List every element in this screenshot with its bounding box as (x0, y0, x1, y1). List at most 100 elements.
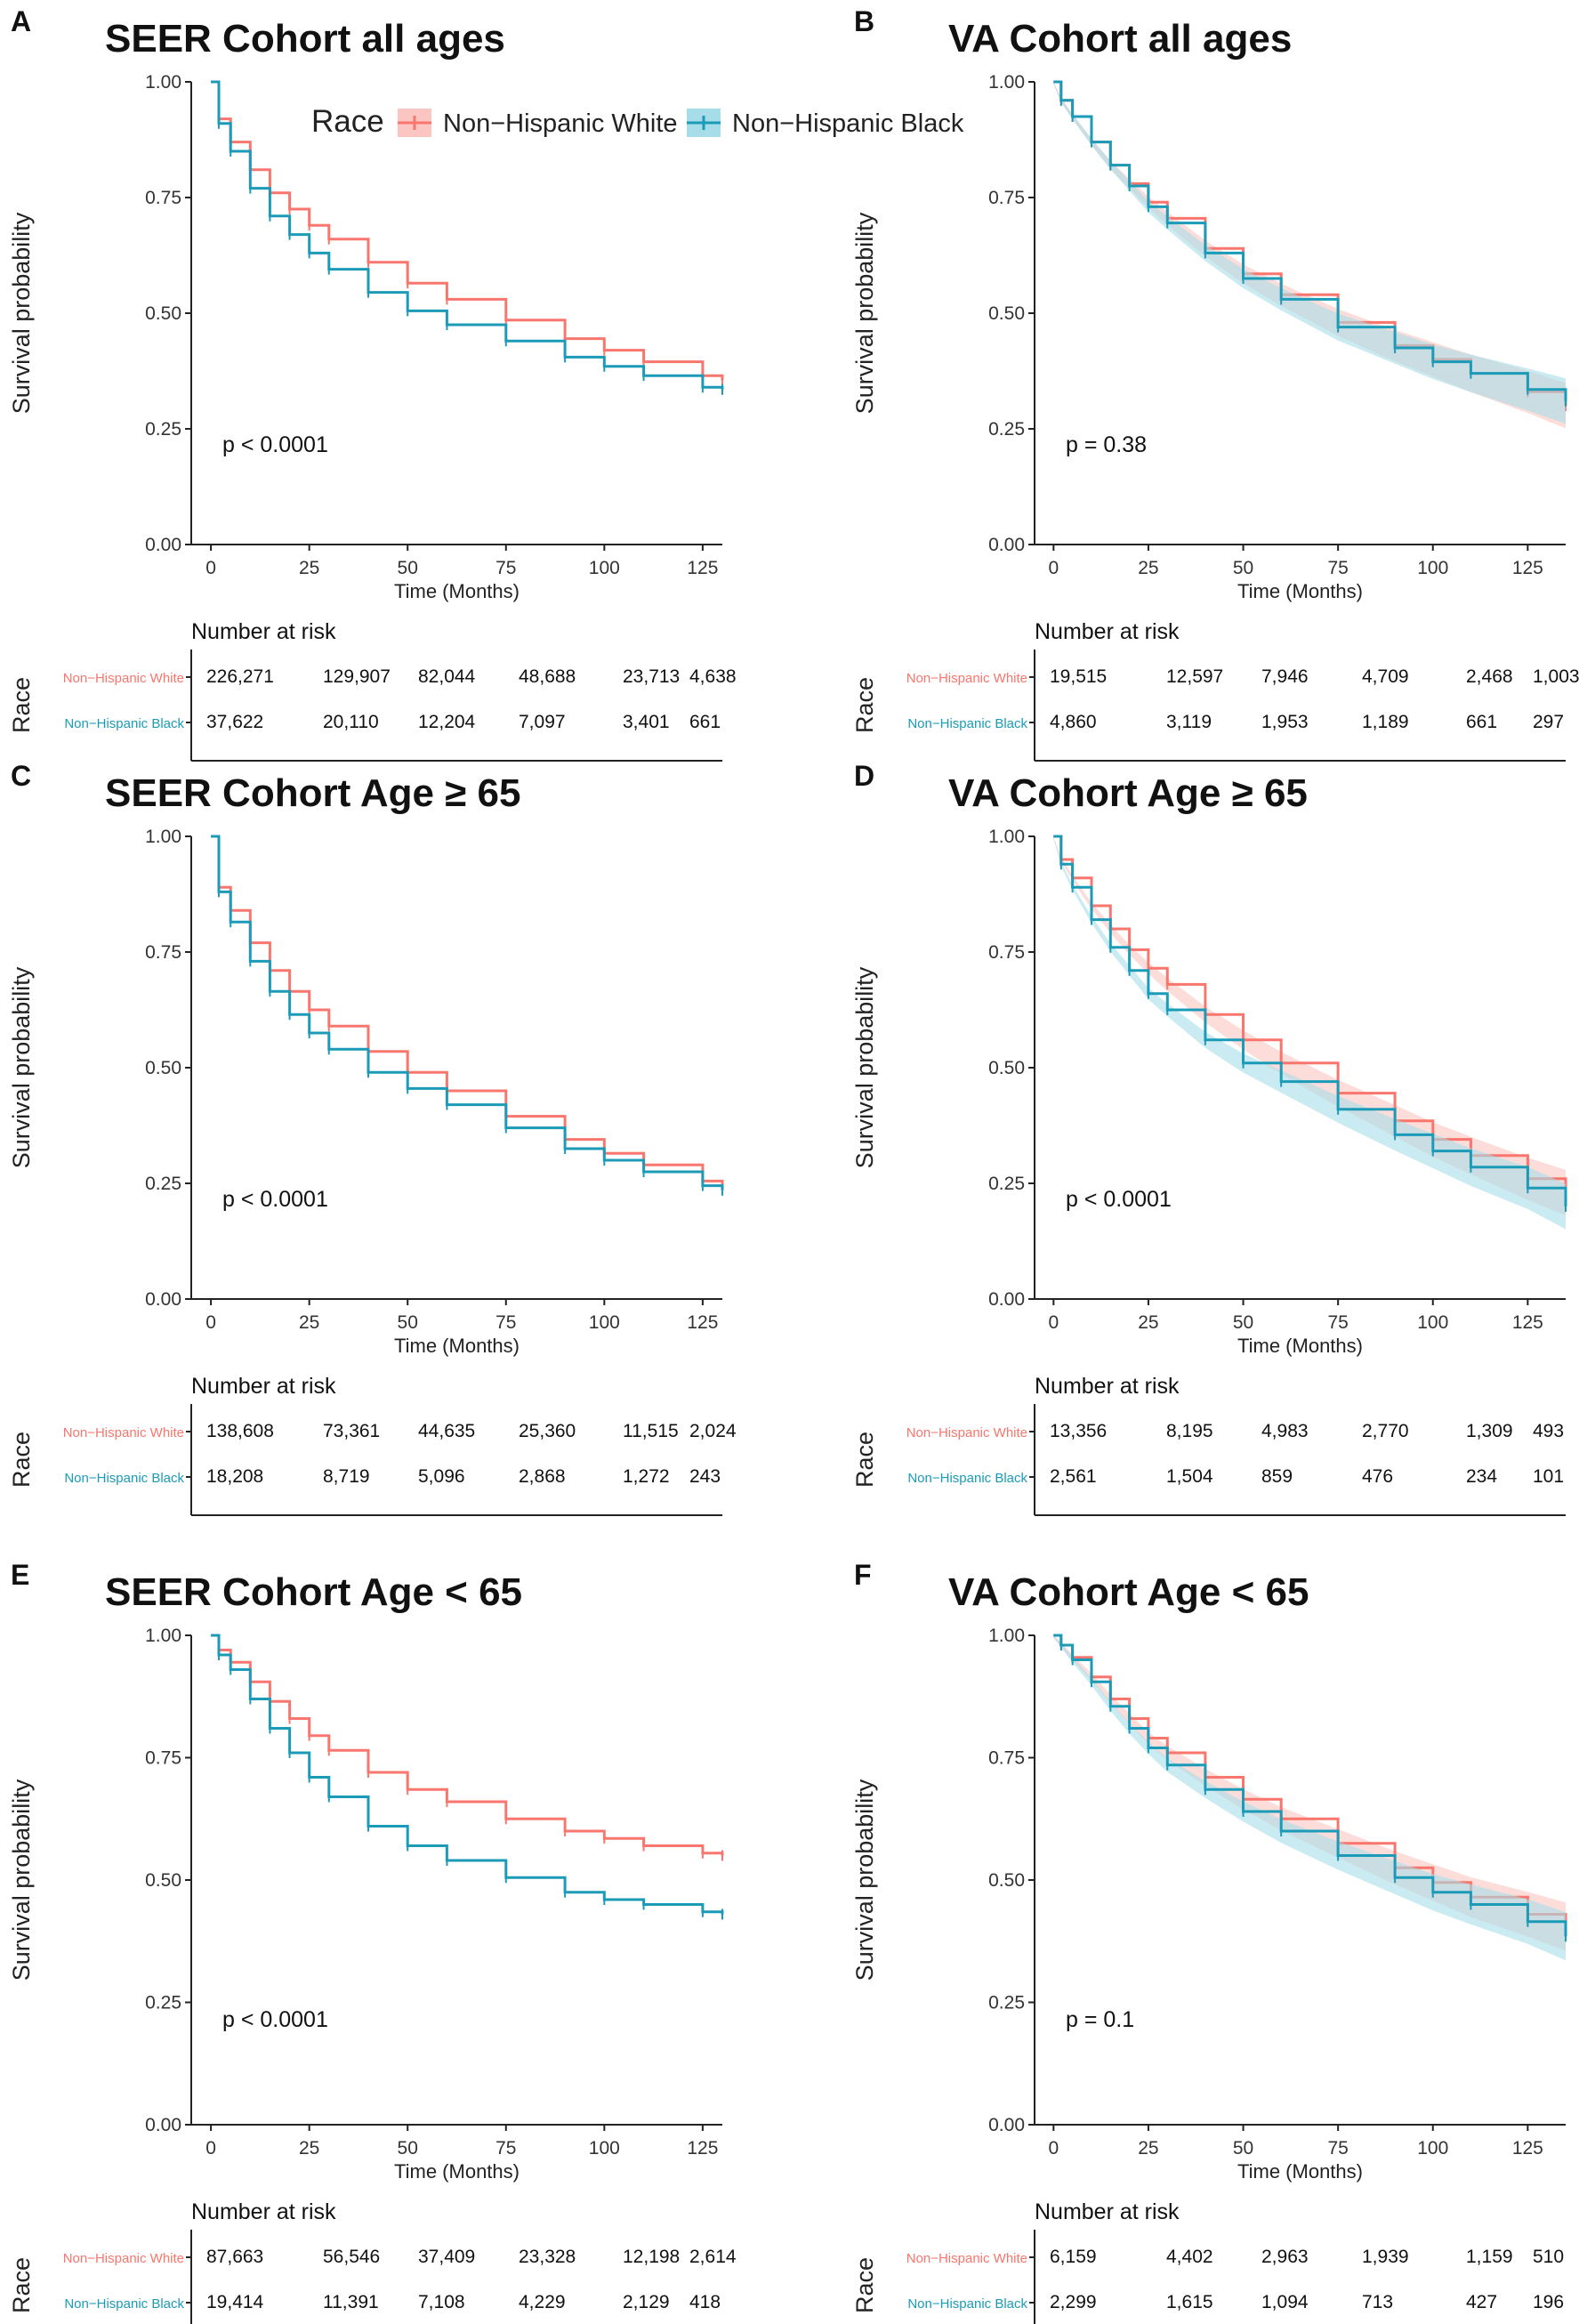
panel-f-risk-cell: 2,299 (1050, 2292, 1097, 2312)
panel-e-y-tick-label: 0.00 (145, 2115, 181, 2135)
panel-e-x-tick-label: 50 (398, 2138, 418, 2159)
panel-c-risk-cell: 25,360 (519, 1421, 576, 1441)
panel-f-risk-cell: 196 (1533, 2292, 1564, 2312)
panel-d-pvalue: p < 0.0001 (1066, 1187, 1172, 1212)
panel-b-x-tick-label: 25 (1138, 558, 1158, 578)
panel-a-risk-cell: 48,688 (519, 666, 576, 687)
panel-a-risk-axis-label: Race (8, 677, 35, 733)
panel-c-letter: C (11, 760, 31, 792)
panel-a-letter: A (11, 5, 31, 37)
panel-b-risk-cell: 19,515 (1050, 666, 1107, 687)
panels-layer: A SEER Cohort all ages 0.00 0.25 0.50 0.75 1.0… (8, 5, 1579, 2324)
legend-label-black: Non−Hispanic Black (732, 109, 964, 138)
panel-d-risk-cell: 859 (1261, 1466, 1293, 1487)
panel-d-risk-cell: 234 (1466, 1466, 1497, 1487)
panel-b-risk-cell: 297 (1533, 712, 1564, 732)
panel-b-x-tick-label: 100 (1417, 558, 1448, 578)
panel-f-title: VA Cohort Age < 65 (948, 1570, 1309, 1614)
panel-a-risk-cell: 23,713 (623, 666, 680, 687)
panel-c-risk-cell: 18,208 (206, 1466, 263, 1487)
panel-d-risk-cell: 2,561 (1050, 1466, 1097, 1487)
panel-a-y-tick-label: 0.50 (145, 303, 181, 324)
panel-a-x-tick-label: 25 (299, 558, 319, 578)
panel-a-title: SEER Cohort all ages (105, 17, 505, 61)
panel-f-risk-cell: 4,402 (1166, 2247, 1213, 2267)
panel-a-risk-cell: 661 (689, 712, 721, 732)
panel-a-risk-cell: 20,110 (323, 712, 379, 732)
panel-c-risk-cell: 138,608 (206, 1421, 274, 1441)
panel-b-x-label: Time (Months) (1237, 580, 1363, 602)
panel-c-y-tick-label: 0.00 (145, 1289, 181, 1310)
panel-e-pvalue: p < 0.0001 (222, 2007, 328, 2032)
panel-d-risk-cell: 4,983 (1261, 1421, 1309, 1441)
panel-d-y-tick-label: 1.00 (988, 827, 1025, 847)
panel-b-y-tick-label: 1.00 (988, 72, 1025, 93)
legend-key-black (687, 109, 721, 137)
panel-b-risk-cell: 4,709 (1362, 666, 1409, 687)
panel-a: A SEER Cohort all ages 0.00 0.25 0.50 0.75 1.0… (8, 5, 737, 762)
panel-b-y-tick-label: 0.50 (988, 303, 1025, 324)
panel-d-risk-cell: 493 (1533, 1421, 1564, 1441)
panel-d-risk-cell: 1,309 (1466, 1421, 1513, 1441)
panel-f-risk-cell: 1,094 (1261, 2292, 1309, 2312)
panel-d-risk-cell: 101 (1533, 1466, 1564, 1487)
panel-c-y-tick-label: 0.50 (145, 1058, 181, 1078)
panel-f-risk-axis-label: Race (851, 2257, 878, 2313)
panel-c-risk-cell: 11,515 (623, 1421, 679, 1441)
panel-d-x-tick-label: 50 (1233, 1312, 1253, 1333)
panel-e-risk-group-label-black: Non−Hispanic Black (64, 2296, 184, 2312)
panel-e-y-label: Survival probability (8, 1779, 35, 1981)
panel-a-risk-cell: 226,271 (206, 666, 274, 687)
panel-c-pvalue: p < 0.0001 (222, 1187, 328, 1212)
panel-a-x-tick-label: 50 (398, 558, 418, 578)
panel-f-y-tick-label: 0.50 (988, 1870, 1025, 1891)
panel-e-risk-group-label-white: Non−Hispanic White (63, 2251, 184, 2266)
panel-c-risk-cell: 1,272 (623, 1466, 670, 1487)
panel-c: C SEER Cohort Age ≥ 65 0.00 0.25 0.50 0.75 1.0… (8, 760, 737, 1516)
panel-e-x-tick-label: 75 (495, 2138, 516, 2159)
panel-d-x-tick-label: 75 (1327, 1312, 1348, 1333)
panel-e-y-tick-label: 0.25 (145, 1993, 181, 2013)
panel-b-y-tick-label: 0.00 (988, 535, 1025, 555)
panel-f-x-tick-label: 0 (1048, 2138, 1059, 2159)
panel-f-pvalue: p = 0.1 (1066, 2007, 1134, 2032)
panel-c-risk-group-label-black: Non−Hispanic Black (64, 1471, 184, 1486)
panel-f-risk-cell: 713 (1362, 2292, 1393, 2312)
panel-d-risk-cell: 476 (1362, 1466, 1393, 1487)
panel-f-risk-cell: 510 (1533, 2247, 1564, 2267)
panel-d-y-label: Survival probability (851, 966, 878, 1168)
panel-d-x-label: Time (Months) (1237, 1335, 1363, 1357)
panel-f-risk-cell: 1,939 (1362, 2247, 1409, 2267)
panel-b-risk-group-label-black: Non−Hispanic Black (907, 716, 1027, 731)
panel-d-x-tick-label: 25 (1138, 1312, 1158, 1333)
legend-label-white: Non−Hispanic White (443, 109, 678, 138)
panel-e-risk-axis-label: Race (8, 2257, 35, 2313)
panel-f: F VA Cohort Age < 65 0.00 0.25 0.50 0.75 1.00 0… (851, 1559, 1567, 2324)
panel-a-x-tick-label: 75 (495, 558, 516, 578)
panel-e-risk-cell: 12,198 (623, 2247, 680, 2267)
panel-c-risk-cell: 243 (689, 1466, 721, 1487)
panel-f-risk-cell: 1,615 (1166, 2292, 1213, 2312)
panel-f-y-label: Survival probability (851, 1779, 878, 1981)
panel-a-risk-title: Number at risk (191, 619, 336, 644)
panel-f-risk-group-label-white: Non−Hispanic White (906, 2251, 1027, 2266)
panel-f-risk-cell: 6,159 (1050, 2247, 1097, 2267)
panel-a-x-tick-label: 0 (205, 558, 216, 578)
panel-a-risk-group-label-black: Non−Hispanic Black (64, 716, 184, 731)
panel-e-x-tick-label: 25 (299, 2138, 319, 2159)
panel-c-x-tick-label: 100 (589, 1312, 620, 1333)
panel-d-risk-axis-label: Race (851, 1432, 878, 1488)
panel-b-y-tick-label: 0.25 (988, 419, 1025, 440)
panel-d-x-tick-label: 100 (1417, 1312, 1448, 1333)
panel-c-risk-group-label-white: Non−Hispanic White (63, 1425, 184, 1440)
panel-e-x-tick-label: 100 (589, 2138, 620, 2159)
panel-a-x-label: Time (Months) (394, 580, 520, 602)
panel-d-band-black (1053, 836, 1566, 1230)
panel-b-risk-cell: 1,189 (1362, 712, 1409, 732)
panel-d-risk-group-label-white: Non−Hispanic White (906, 1425, 1027, 1440)
panel-e-risk-cell: 56,546 (323, 2247, 380, 2267)
panel-c-y-tick-label: 0.75 (145, 942, 181, 963)
panel-c-risk-cell: 44,635 (418, 1421, 475, 1441)
panel-c-title: SEER Cohort Age ≥ 65 (105, 771, 520, 815)
